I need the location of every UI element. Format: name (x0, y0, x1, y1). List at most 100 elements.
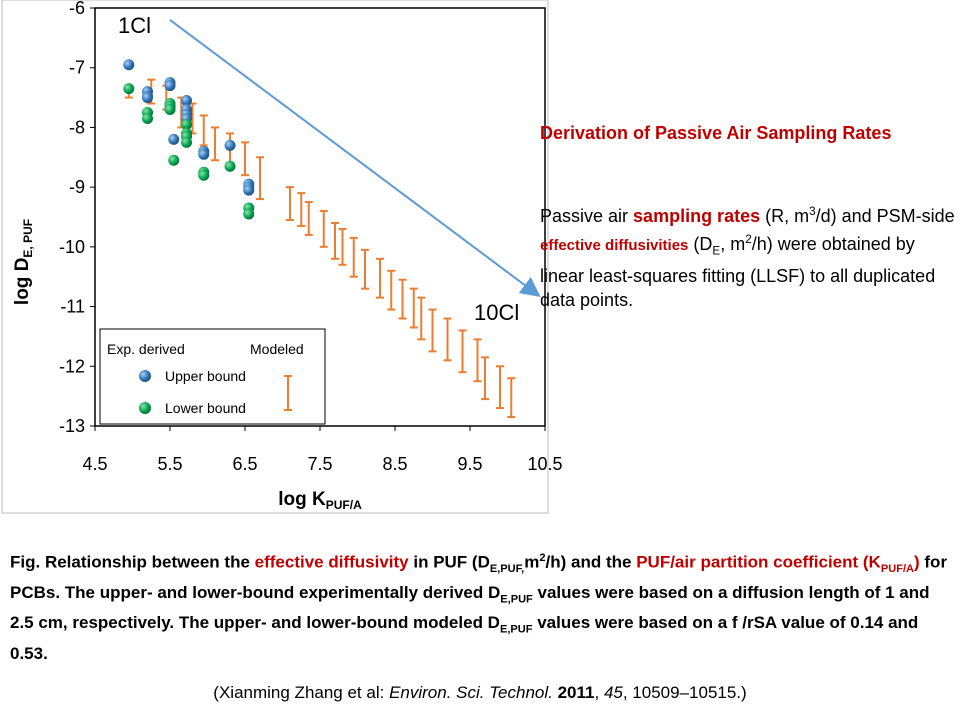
side-text-part: , m (720, 234, 746, 254)
caption-part: in PUF (D (408, 552, 490, 572)
x-tick-label: 4.5 (82, 454, 107, 474)
x-tick-label: 9.5 (457, 454, 482, 474)
caption-sup: 2 (539, 552, 546, 564)
caption-highlight: effective diffusivity (254, 552, 409, 572)
annotation-start: 1Cl (118, 13, 151, 38)
lower-bound-point (198, 169, 210, 181)
y-tick-label: -8 (69, 117, 85, 137)
chart-frame (1, 0, 549, 514)
modeled-errorbar (286, 186, 294, 221)
x-axis-ticks: 4.5 5.5 6.5 7.5 8.5 9.5 10.5 (82, 426, 563, 474)
modeled-errorbar (473, 338, 482, 383)
modeled-errorbar (241, 141, 249, 177)
upper-bound-point (123, 59, 135, 71)
side-panel-title: Derivation of Passive Air Sampling Rates (540, 123, 892, 143)
upper-bound-point (168, 133, 180, 145)
side-sub: E (712, 244, 721, 258)
lower-bound-point (181, 118, 192, 130)
upper-bound-series (123, 59, 255, 196)
modeled-errorbar (428, 308, 437, 353)
caption-part: values were based on a diffusion length … (10, 583, 930, 633)
modeled-errorbar (304, 201, 313, 236)
side-text-part: Passive air (540, 206, 634, 226)
legend-upper-label: Upper bound (165, 368, 246, 384)
caption-part: for PCBs. The upper- and lower-bound exp… (10, 552, 948, 603)
modeled-errorbar (349, 236, 358, 278)
citation: (Xianming Zhang et al: Environ. Sci. Tec… (0, 683, 960, 703)
lower-bound-point (142, 112, 153, 124)
modeled-errorbar (211, 126, 219, 162)
side-text-part: /h) were obtained by linear least-square… (540, 234, 936, 310)
legend-header-exp: Exp. derived (107, 341, 185, 357)
upper-bound-point (224, 139, 236, 151)
side-highlight-sampling-rates: sampling rates (633, 206, 761, 226)
legend-modeled-marker (284, 375, 292, 411)
y-tick-label: -11 (60, 297, 85, 317)
legend-header-modeled: Modeled (250, 341, 304, 357)
modeled-errorbar (199, 114, 208, 147)
modeled-errorbar (256, 156, 264, 201)
lower-bound-point (243, 208, 255, 220)
upper-bound-point (164, 80, 176, 92)
y-tick-label: -13 (59, 416, 85, 436)
citation-part: (Xianming Zhang et al: (213, 683, 390, 702)
caption-sub: PUF/A (880, 563, 914, 576)
y-tick-label: -10 (59, 237, 85, 257)
modeled-errorbar (398, 278, 407, 320)
caption-part: values were based on a f /rSA value of 0… (10, 613, 919, 663)
side-text-part: /d) and PSM-side (815, 206, 955, 226)
side-sup: 3 (809, 205, 816, 218)
modeled-errorbar (481, 356, 489, 401)
y-tick-label: -9 (69, 177, 85, 197)
modeled-errorbar (338, 227, 347, 266)
x-axis-label-sub: PUF/A (326, 498, 362, 512)
modeled-errorbar (496, 365, 504, 410)
modeled-errorbar (376, 257, 384, 299)
modeled-errorbar (361, 248, 369, 290)
y-axis-label: log DE, PUF (12, 219, 35, 305)
citation-year: 2011 (557, 683, 595, 702)
caption-part: /h) and the (545, 552, 637, 572)
citation-part: , (594, 683, 604, 702)
upper-bound-point (142, 92, 153, 104)
lower-bound-point (164, 104, 176, 116)
caption-part: m (524, 552, 540, 572)
legend-lower-label: Lower bound (165, 400, 246, 416)
lower-bound-point (224, 160, 236, 172)
citation-part: , 10509–10515.) (622, 683, 747, 702)
lower-bound-point (123, 83, 135, 95)
modeled-errorbar (331, 221, 339, 260)
caption-highlight: ) (914, 552, 920, 572)
citation-volume: 45 (603, 683, 623, 702)
lower-bound-point (168, 154, 180, 166)
figure-caption: Fig. Relationship between the effective … (10, 546, 950, 666)
x-tick-label: 5.5 (157, 454, 182, 474)
trend-arrow (169, 19, 541, 298)
legend-lower-marker (139, 402, 151, 414)
side-text-part: (D (688, 234, 713, 254)
upper-bound-point (181, 95, 192, 107)
modeled-errorbar (409, 287, 418, 329)
modeled-errorbar (458, 329, 467, 374)
side-highlight-effective-diffusivities: effective diffusivities (540, 237, 689, 254)
side-sup: 2 (745, 233, 752, 246)
modeled-errorbar (387, 269, 396, 311)
upper-bound-point (198, 148, 210, 160)
modeled-errorbar (297, 192, 306, 227)
y-axis-label-sub: E, PUF (21, 219, 35, 258)
caption-sub: E,PUF (500, 593, 533, 606)
modeled-errorbar (319, 210, 328, 248)
side-panel-body: Passive air sampling rates (R, m3/d) and… (540, 200, 955, 312)
lower-bound-point (181, 136, 192, 148)
modeled-series (124, 78, 516, 419)
y-tick-label: -7 (69, 58, 85, 78)
x-tick-label: 7.5 (307, 454, 332, 474)
y-axis-ticks: -6 -7 -8 -9 -10 -11 -12 -13 (59, 0, 95, 436)
lower-bound-series (123, 83, 255, 220)
y-tick-label: -12 (59, 356, 85, 376)
caption-sub: E,PUF, (489, 563, 525, 576)
upper-bound-point (243, 184, 255, 196)
legend-upper-marker (139, 370, 151, 382)
caption-part: Fig. Relationship between the (10, 552, 255, 572)
y-tick-label: -6 (69, 0, 85, 18)
